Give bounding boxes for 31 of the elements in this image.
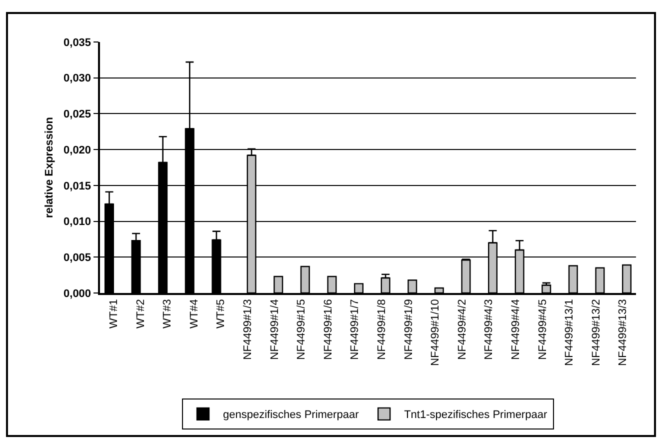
x-tick-label: NF4499#13/3 [617, 299, 630, 366]
x-tick-label: NF4499#1/9 [402, 299, 415, 360]
x-tick-label: NF4499#13/2 [590, 299, 602, 366]
x-tick-label: NF4499#4/4 [510, 299, 522, 360]
x-tick-label: NF4499#1/5 [296, 299, 308, 360]
y-axis-title: relative Expression [44, 116, 56, 218]
x-tick-label: NF4499#4/3 [483, 299, 496, 360]
x-tick-label: NF4499#1/4 [268, 299, 281, 360]
x-tick-label: NF4499#1/8 [376, 299, 388, 360]
x-tick-label: NF4499#13/1 [564, 299, 576, 366]
x-tick-label: WT#1 [108, 299, 120, 328]
x-tick-label: NF4499#1/3 [242, 299, 254, 360]
y-tick-label: 0,010 [64, 216, 92, 228]
y-tick-label: 0,015 [64, 180, 92, 192]
y-tick-label: 0,025 [64, 108, 92, 121]
x-tick-label: NF4499#1/10 [430, 299, 442, 366]
x-tick-label: NF4499#1/6 [322, 299, 334, 360]
y-tick-label: 0,030 [64, 72, 92, 85]
x-tick-label: WT#5 [215, 299, 228, 328]
y-tick-label: 0,005 [64, 252, 92, 264]
x-tick-label: WT#2 [134, 299, 147, 328]
legend-label: Tnt1-spezifisches Primerpaar [404, 409, 548, 422]
x-tick-label: NF4499#4/2 [456, 299, 468, 360]
legend-label: genspezifisches Primerpaar [223, 409, 360, 422]
y-tick-label: 0,000 [64, 288, 92, 300]
y-tick-label: 0,035 [64, 36, 92, 49]
x-tick-label: NF4499#1/7 [349, 299, 362, 360]
x-tick-label: WT#3 [162, 299, 174, 328]
x-tick-label: NF4499#4/5 [536, 299, 549, 360]
y-tick-label: 0,020 [64, 144, 92, 156]
x-tick-label: WT#4 [188, 299, 200, 328]
